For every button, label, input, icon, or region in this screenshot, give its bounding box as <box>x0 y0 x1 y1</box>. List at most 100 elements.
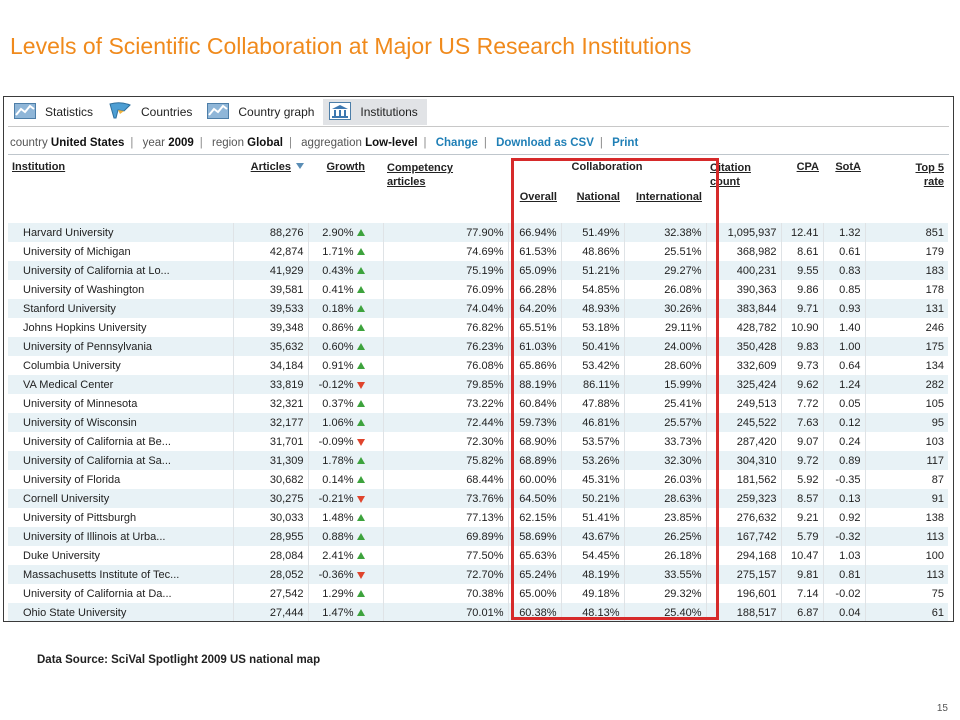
cell-citation-count: 383,844 <box>706 299 782 318</box>
cell-articles: 30,275 <box>233 489 309 508</box>
table-row[interactable]: University of Michigan 42,874 1.71% 74.69% 6… <box>8 242 948 261</box>
cell-institution[interactable]: Ohio State University <box>8 603 234 621</box>
col-international[interactable]: International <box>635 191 702 203</box>
cell-growth: 2.41% <box>308 546 384 565</box>
cell-institution[interactable]: Duke University <box>8 546 234 565</box>
cell-international: 32.38% <box>624 223 707 242</box>
table-row[interactable]: Columbia University 34,184 0.91% 76.08% 65.8… <box>8 356 948 375</box>
cell-citation-count: 249,513 <box>706 394 782 413</box>
print-link[interactable]: Print <box>612 137 639 149</box>
table-row[interactable]: University of Washington 39,581 0.41% 76.09… <box>8 280 948 299</box>
table-row[interactable]: University of Pittsburgh 30,033 1.48% 77.13… <box>8 508 948 527</box>
tab-countries[interactable]: Countries <box>102 99 201 125</box>
table-row[interactable]: University of Florida 30,682 0.14% 68.44% 60… <box>8 470 948 489</box>
cell-institution[interactable]: University of Pittsburgh <box>8 508 234 527</box>
cell-national: 51.49% <box>561 223 625 242</box>
tab-statistics[interactable]: Statistics <box>8 99 102 125</box>
year-label: year <box>142 137 165 149</box>
trend-up-icon <box>356 361 365 369</box>
col-top5-rate[interactable]: Top 5 rate <box>915 162 944 188</box>
cell-national: 53.42% <box>561 356 625 375</box>
tab-country-graph[interactable]: Country graph <box>201 99 323 125</box>
cell-institution[interactable]: University of Florida <box>8 470 234 489</box>
col-citation-count[interactable]: Citation count <box>710 162 751 188</box>
cell-growth: 1.06% <box>308 413 384 432</box>
cell-growth: 0.18% <box>308 299 384 318</box>
table-row[interactable]: University of Minnesota 32,321 0.37% 73.22%… <box>8 394 948 413</box>
table-row[interactable]: Johns Hopkins University 39,348 0.86% 76.82… <box>8 318 948 337</box>
cell-competency: 68.44% <box>383 470 509 489</box>
region-value: Global <box>247 137 283 149</box>
cell-institution[interactable]: Cornell University <box>8 489 234 508</box>
cell-national: 48.93% <box>561 299 625 318</box>
tab-institutions[interactable]: Institutions <box>323 99 427 125</box>
col-competency[interactable]: Competency articles <box>387 162 454 188</box>
table-row[interactable]: University of California at Sa... 31,309 1… <box>8 451 948 470</box>
table-row[interactable]: Cornell University 30,275 -0.21% 73.76% 64.5… <box>8 489 948 508</box>
cell-institution[interactable]: Johns Hopkins University <box>8 318 234 337</box>
cell-articles: 42,874 <box>233 242 309 261</box>
cell-competency: 74.04% <box>383 299 509 318</box>
cell-cpa: 9.71 <box>781 299 824 318</box>
col-sota[interactable]: SotA <box>835 161 861 173</box>
cell-articles: 27,542 <box>233 584 309 603</box>
cell-national: 48.86% <box>561 242 625 261</box>
cell-institution[interactable]: University of Washington <box>8 280 234 299</box>
table-row[interactable]: Massachusetts Institute of Tec... 28,052-… <box>8 565 948 584</box>
table-row[interactable]: Duke University 28,084 2.41% 77.50% 65.63% 54… <box>8 546 948 565</box>
cell-top5-rate: 117 <box>865 451 948 470</box>
col-overall[interactable]: Overall <box>519 191 557 203</box>
cell-competency: 72.70% <box>383 565 509 584</box>
table-row[interactable]: Ohio State University 27,444 1.47% 70.01% 60… <box>8 603 948 621</box>
col-cpa[interactable]: CPA <box>796 161 819 173</box>
cell-citation-count: 275,157 <box>706 565 782 584</box>
table-row[interactable]: University of California at Lo... 41,929 0… <box>8 261 948 280</box>
cell-overall: 66.28% <box>508 280 562 299</box>
trend-down-icon <box>356 381 365 389</box>
table-row[interactable]: Harvard University 88,276 2.90% 77.90% 66.94… <box>8 223 948 242</box>
download-csv-link[interactable]: Download as CSV <box>496 137 594 149</box>
cell-institution[interactable]: University of California at Da... <box>8 584 234 603</box>
app-window: Statistics Countries Country graph Insti… <box>3 96 954 622</box>
cell-growth: 1.78% <box>308 451 384 470</box>
cell-institution[interactable]: VA Medical Center <box>8 375 234 394</box>
col-national[interactable]: National <box>576 191 620 203</box>
cell-institution[interactable]: Stanford University <box>8 299 234 318</box>
change-link[interactable]: Change <box>435 137 478 149</box>
cell-institution[interactable]: University of Minnesota <box>8 394 234 413</box>
table-row[interactable]: VA Medical Center 33,819 -0.12% 79.85% 88.19… <box>8 375 948 394</box>
chart-icon <box>14 102 36 122</box>
cell-citation-count: 400,231 <box>706 261 782 280</box>
country-label: country <box>10 137 48 149</box>
cell-institution[interactable]: Harvard University <box>8 223 234 242</box>
cell-international: 26.18% <box>624 546 707 565</box>
cell-institution[interactable]: Massachusetts Institute of Tec... <box>8 565 234 584</box>
cell-institution[interactable]: University of Wisconsin <box>8 413 234 432</box>
table-row[interactable]: University of California at Da... 27,542 1… <box>8 584 948 603</box>
cell-growth: 0.60% <box>308 337 384 356</box>
cell-international: 26.08% <box>624 280 707 299</box>
table-row[interactable]: University of Illinois at Urba... 28,955 0… <box>8 527 948 546</box>
col-growth[interactable]: Growth <box>326 161 366 173</box>
cell-institution[interactable]: University of Pennsylvania <box>8 337 234 356</box>
cell-institution[interactable]: University of Michigan <box>8 242 234 261</box>
cell-institution[interactable]: Columbia University <box>8 356 234 375</box>
cell-cpa: 9.83 <box>781 337 824 356</box>
cell-institution[interactable]: University of California at Lo... <box>8 261 234 280</box>
cell-top5-rate: 134 <box>925 359 944 372</box>
cell-institution[interactable]: University of California at Be... <box>8 432 234 451</box>
table-row[interactable]: Stanford University 39,533 0.18% 74.04% 64.2… <box>8 299 948 318</box>
table-row[interactable]: University of California at Be... 31,701-… <box>8 432 948 451</box>
col-articles[interactable]: Articles <box>233 161 308 217</box>
cell-sota: 0.93 <box>823 299 866 318</box>
cell-institution[interactable]: University of Illinois at Urba... <box>8 527 234 546</box>
trend-up-icon <box>356 532 365 540</box>
cell-sota: 1.00 <box>823 337 866 356</box>
table-row[interactable]: University of Pennsylvania 35,632 0.60% 76.… <box>8 337 948 356</box>
col-institution[interactable]: Institution <box>12 161 66 173</box>
cell-international: 33.73% <box>624 432 707 451</box>
cell-competency: 77.50% <box>383 546 509 565</box>
cell-institution[interactable]: University of California at Sa... <box>8 451 234 470</box>
cell-citation-count: 304,310 <box>706 451 782 470</box>
table-row[interactable]: University of Wisconsin 32,177 1.06% 72.44%… <box>8 413 948 432</box>
